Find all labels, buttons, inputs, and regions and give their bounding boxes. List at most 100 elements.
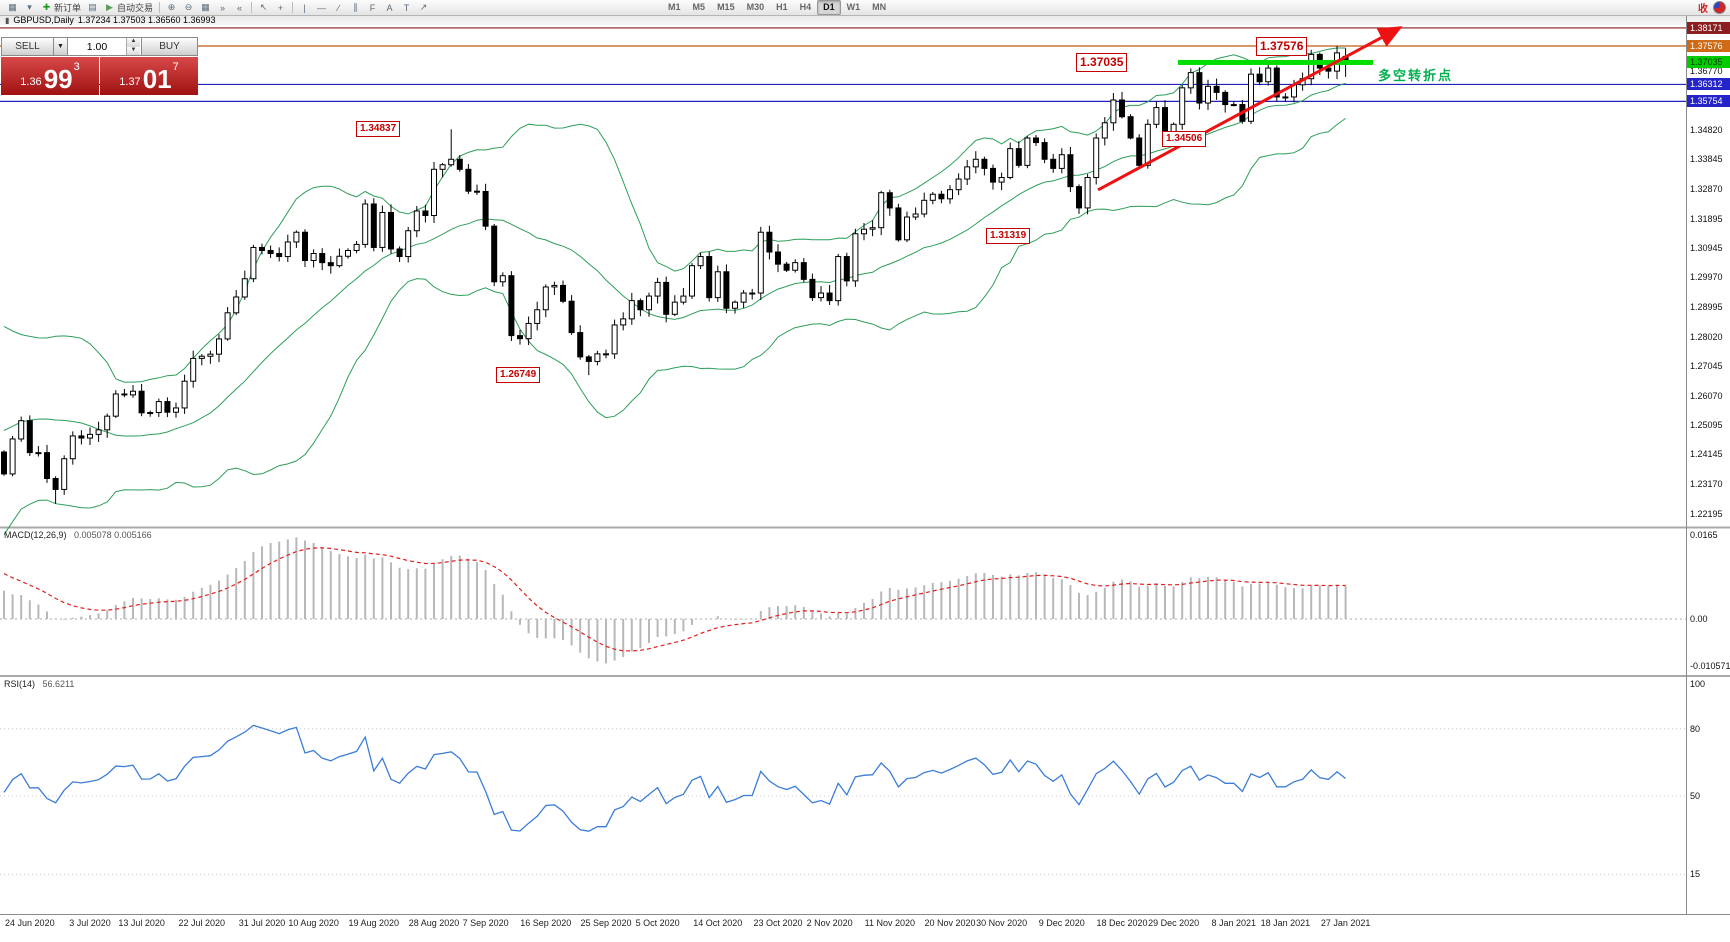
chart-title: ▮ GBPUSD,Daily 1.37234 1.37503 1.36560 1… <box>5 15 216 26</box>
cursor-button-icon: ↖ <box>259 2 268 12</box>
chart-shift-button[interactable]: « <box>231 1 248 15</box>
vertical-line-button[interactable]: | <box>296 1 313 15</box>
chart-title-icon: ▮ <box>5 16 10 25</box>
bid-price-sup: 3 <box>73 61 80 73</box>
rsi-name: RSI(14) <box>4 679 36 689</box>
auto-trading-button-icon: ▶ <box>106 2 113 12</box>
cursor-button[interactable]: ↖ <box>255 1 272 15</box>
order-options-caret-icon[interactable]: ▼ <box>53 37 67 56</box>
bid-price-small: 1.36 <box>20 76 42 88</box>
volume-stepper: ▲ ▼ <box>126 38 140 55</box>
timeframe-w1[interactable]: W1 <box>846 2 861 12</box>
timeframe-d1[interactable]: D1 <box>817 0 841 15</box>
chart-symbol-period: GBPUSD,Daily <box>13 15 74 25</box>
arrows-button-icon: ↗ <box>419 2 428 12</box>
timeframe-m15[interactable]: M15 <box>717 2 735 12</box>
bollinger-band <box>3 47 1346 383</box>
chart-shift-button-icon: « <box>237 2 243 13</box>
timeframe-m5[interactable]: M5 <box>692 2 706 12</box>
zoom-out-button[interactable]: ⊖ <box>180 1 197 15</box>
volume-input[interactable] <box>68 38 126 55</box>
bollinger-band <box>3 82 1346 437</box>
toolbar-separator <box>251 2 253 13</box>
turning-point-note[interactable]: 多空转折点 <box>1378 68 1454 83</box>
volume-box: ▲ ▼ <box>67 37 141 56</box>
timeframe-m1[interactable]: M1 <box>668 2 681 12</box>
toolbar-left-group: ▦ ▾ ✚ 新订单 ▤ ▶ 自动交易 ⊕ ⊖ ▦ » « ↖ + | — ∕ ∥ F A T ↗ <box>4 1 432 15</box>
ask-price-big: 01 <box>142 64 172 94</box>
crosshair-button-icon: + <box>277 2 284 13</box>
toolbar-separator <box>159 2 161 13</box>
text-button[interactable]: A <box>381 1 398 15</box>
bid-price-big: 99 <box>43 64 73 94</box>
charts-menu-button[interactable]: ▦ <box>4 1 21 15</box>
one-click-prices: 1.36 99 3 1.37 01 7 <box>1 57 198 95</box>
trendline-button[interactable]: ∕ <box>330 1 347 15</box>
ask-price-panel[interactable]: 1.37 01 7 <box>100 57 198 95</box>
new-order-button-label: 新订单 <box>54 3 82 13</box>
charts-menu-caret[interactable]: ▾ <box>21 1 38 15</box>
rsi-line <box>3 724 1346 832</box>
auto-trading-button[interactable]: ▶ 自动交易 <box>101 1 156 15</box>
timeframe-m30[interactable]: M30 <box>746 2 765 12</box>
timeframe-h4[interactable]: H4 <box>799 2 812 12</box>
candles-layer <box>1 46 1349 504</box>
charts-menu-caret-icon: ▾ <box>27 2 32 12</box>
close-market-icon[interactable]: 收 <box>1698 4 1708 15</box>
buy-button[interactable]: BUY <box>141 37 198 56</box>
status-pie-icon[interactable] <box>1713 1 1726 14</box>
channel-button-icon: ∥ <box>353 2 358 12</box>
sell-button[interactable]: SELL <box>1 37 53 56</box>
timeframe-h1[interactable]: H1 <box>776 2 788 12</box>
timeframe-toolbar: M1 M5 M15 M30 H1 H4 D1 W1 MN <box>662 0 892 15</box>
channel-button[interactable]: ∥ <box>347 1 364 15</box>
zoom-in-button[interactable]: ⊕ <box>163 1 180 15</box>
fibonacci-button[interactable]: F <box>364 1 381 15</box>
toolbar-separator <box>292 2 294 13</box>
label-button[interactable]: T <box>398 1 415 15</box>
arrows-button[interactable]: ↗ <box>415 1 432 15</box>
zoom-in-button-icon: ⊕ <box>167 2 176 12</box>
price-flag-label[interactable]: 1.31319 <box>986 228 1031 245</box>
timeframe-mn[interactable]: MN <box>872 2 887 12</box>
chart-ohlc-values: 1.37234 1.37503 1.36560 1.36993 <box>77 15 216 25</box>
ask-price-sup: 7 <box>172 61 179 73</box>
new-order-button-icon: ✚ <box>42 2 51 12</box>
rsi-value: 56.6211 <box>42 679 75 689</box>
text-button-icon: A <box>386 2 393 13</box>
volume-down-icon[interactable]: ▼ <box>127 46 140 55</box>
macd-values: 0.005078 0.005166 <box>74 530 152 540</box>
price-flag-label[interactable]: 1.37576 <box>1256 37 1308 56</box>
chart-bars-icon-button-icon: ▤ <box>88 2 97 12</box>
macd-histogram <box>3 537 1347 664</box>
price-flag-label[interactable]: 1.34837 <box>356 121 401 138</box>
volume-up-icon[interactable]: ▲ <box>127 38 140 47</box>
bid-price-panel[interactable]: 1.36 99 3 <box>1 57 99 95</box>
auto-scroll-button[interactable]: » <box>214 1 231 15</box>
macd-indicator-label: MACD(12,26,9) 0.005078 0.005166 <box>4 530 152 540</box>
price-flag-label[interactable]: 1.26749 <box>496 367 541 384</box>
tile-windows-button-icon: ▦ <box>201 2 210 12</box>
crosshair-button[interactable]: + <box>272 1 289 15</box>
price-flag-label[interactable]: 1.37035 <box>1076 53 1128 73</box>
green-zone-line <box>1178 59 1373 65</box>
chart-top-strip <box>0 16 1730 25</box>
macd-name: MACD(12,26,9) <box>4 530 67 540</box>
charts-menu-button-icon: ▦ <box>8 2 17 12</box>
fibonacci-button-icon: F <box>369 2 376 13</box>
new-order-button[interactable]: ✚ 新订单 <box>38 1 84 15</box>
tile-windows-button[interactable]: ▦ <box>197 1 214 15</box>
toolbar-right-group: 收 <box>1698 0 1726 15</box>
label-button-icon: T <box>403 2 410 13</box>
horizontal-line-button-icon: — <box>317 2 327 13</box>
rsi-indicator-label: RSI(14) 56.6211 <box>4 679 74 689</box>
main-toolbar: ▦ ▾ ✚ 新订单 ▤ ▶ 自动交易 ⊕ ⊖ ▦ » « ↖ + | — ∕ ∥ F A T ↗ M1 M5 M15 M30 H1… <box>0 0 1730 16</box>
trendline-button-icon: ∕ <box>337 2 340 13</box>
horizontal-line-button[interactable]: — <box>313 1 330 15</box>
one-click-trading-widget: SELL ▼ ▲ ▼ BUY 1.36 99 3 1.37 01 7 <box>1 37 198 95</box>
trend-arrow <box>1097 26 1403 192</box>
chart-bars-icon-button[interactable]: ▤ <box>84 1 101 15</box>
price-flag-label[interactable]: 1.34506 <box>1162 131 1207 148</box>
